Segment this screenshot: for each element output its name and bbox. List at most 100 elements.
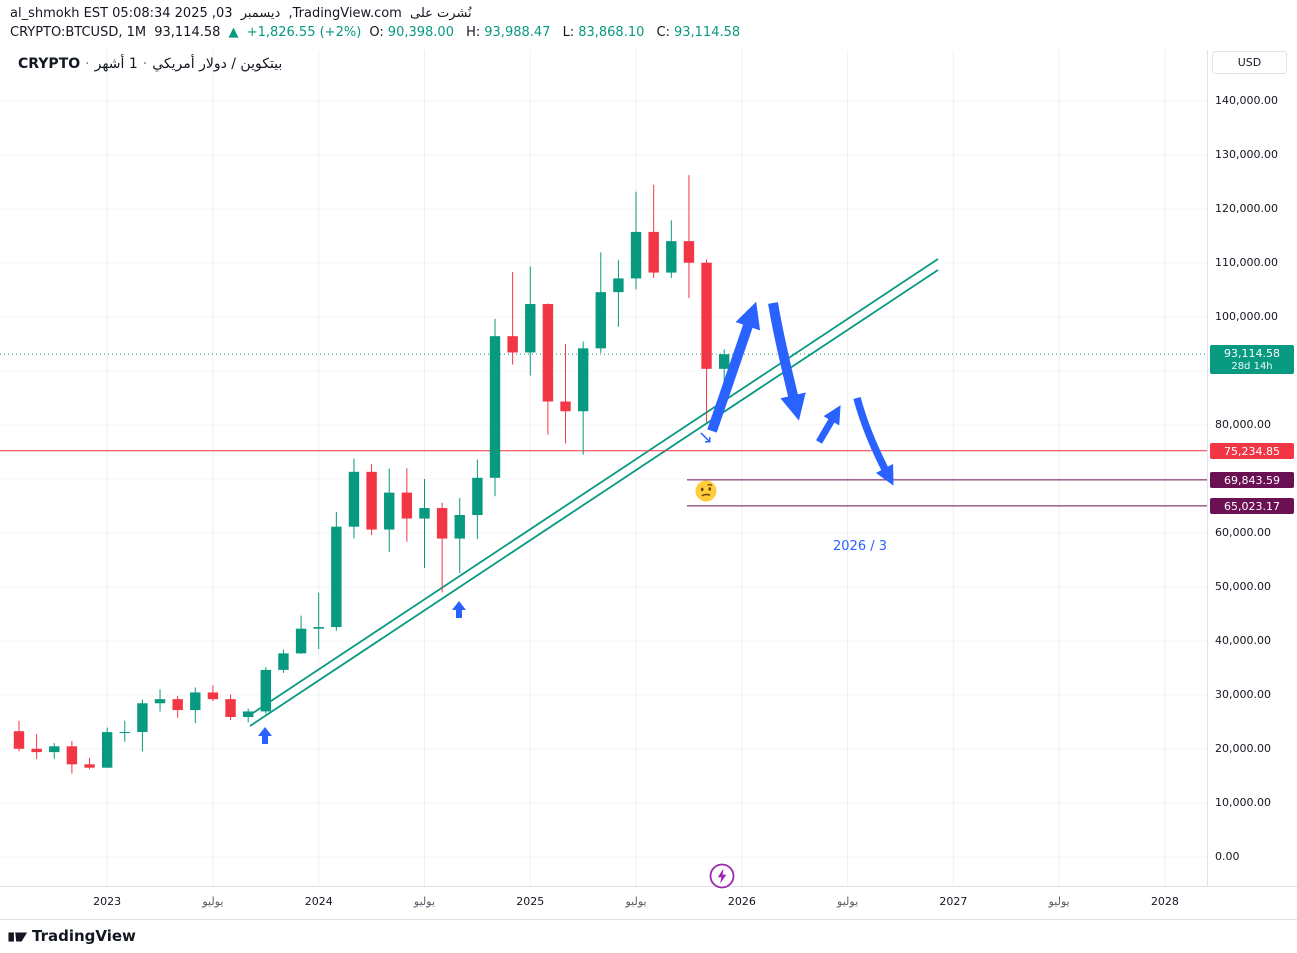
candle xyxy=(613,260,624,327)
note-text[interactable]: 2026 / 3 xyxy=(833,539,887,554)
candle xyxy=(295,615,307,654)
candle xyxy=(595,252,606,353)
bar-countdown: 28d 14h xyxy=(1231,361,1273,373)
candle xyxy=(701,259,712,423)
up-arrow-marker[interactable] xyxy=(452,601,466,618)
candle xyxy=(384,468,395,552)
price-axis-label: 20,000.00 xyxy=(1215,742,1271,755)
candle xyxy=(454,497,465,574)
candle xyxy=(242,708,254,723)
price-axis-label: 40,000.00 xyxy=(1215,634,1271,647)
price-line-badge: 75,234.85 xyxy=(1210,442,1294,459)
candle xyxy=(648,184,659,278)
candle xyxy=(190,687,201,724)
time-axis-label: يوليو xyxy=(837,895,859,908)
candle xyxy=(348,458,360,539)
candle xyxy=(419,479,430,569)
time-axis-label: 2025 xyxy=(516,895,545,908)
price-axis-label: 10,000.00 xyxy=(1215,796,1271,809)
up-arrow-marker[interactable] xyxy=(258,727,272,744)
time-axis-label: 2024 xyxy=(304,895,333,908)
price-line-value: 75,234.85 xyxy=(1224,444,1280,458)
trend-channel-line[interactable] xyxy=(249,269,939,727)
candle xyxy=(84,757,95,770)
open-value: 90,398.00 xyxy=(387,25,454,40)
current-price-badge: 93,114.58 28d 14h xyxy=(1210,345,1294,375)
time-axis-label: يوليو xyxy=(413,895,436,908)
symbol-name: CRYPTO:BTCUSD, 1M xyxy=(10,25,147,40)
thinking-emoji[interactable] xyxy=(695,480,717,502)
candle xyxy=(630,191,642,290)
exchange-name: CRYPTO xyxy=(18,56,81,72)
price-axis-label: 60,000.00 xyxy=(1215,526,1271,539)
time-axis-label: يوليو xyxy=(625,895,647,908)
candle xyxy=(154,689,166,712)
candle xyxy=(172,695,183,718)
surge-up-arrow[interactable] xyxy=(707,301,761,433)
candle xyxy=(542,303,554,435)
time-axis-label: يوليو xyxy=(202,895,224,908)
price-line-badge: 65,023.17 xyxy=(1210,497,1294,514)
candle xyxy=(49,743,60,759)
price-line-value: 69,843.59 xyxy=(1224,473,1280,487)
title-separator: · xyxy=(85,56,90,72)
time-axis-label: يوليو xyxy=(1048,895,1070,908)
publish-month: ديسمبر xyxy=(240,6,281,21)
candle xyxy=(13,720,25,752)
candle xyxy=(666,220,677,278)
tradingview-logo-icon[interactable] xyxy=(8,927,28,947)
tradingview-logo-text[interactable]: TradingView xyxy=(32,927,136,945)
lightning-icon[interactable] xyxy=(708,862,736,890)
price-line-badge: 69,843.59 xyxy=(1210,471,1294,488)
price-axis-label: 130,000.00 xyxy=(1215,148,1278,161)
candle xyxy=(525,266,536,376)
close-value: 93,114.58 xyxy=(673,25,741,40)
small-down-right-arrow[interactable]: ↘ xyxy=(698,427,713,448)
candle xyxy=(472,459,483,539)
candle xyxy=(207,685,219,702)
time-axis[interactable]: 2023 يوليو 2024 يوليو 2025 يوليو 2026 يوليو 2027… xyxy=(0,886,1297,920)
candle xyxy=(489,318,501,497)
candle xyxy=(331,511,342,631)
candle xyxy=(137,699,148,752)
candle xyxy=(101,727,113,768)
candle xyxy=(313,592,324,650)
price-axis-label: 120,000.00 xyxy=(1215,202,1278,215)
candle xyxy=(260,667,272,714)
title-separator2: · xyxy=(142,56,148,72)
price-axis-label: 140,000.00 xyxy=(1215,94,1278,107)
price-axis-label: 30,000.00 xyxy=(1215,688,1271,701)
time-axis-label: 2026 xyxy=(727,895,756,908)
drop-arrow-2[interactable] xyxy=(853,397,894,486)
price-axis-label: 100,000.00 xyxy=(1215,310,1278,323)
pair-name: بيتكوين / دولار أمريكي xyxy=(152,56,283,72)
candle xyxy=(560,344,571,444)
candle xyxy=(366,463,377,536)
published-on-label: نُشرت على xyxy=(410,6,472,21)
price-change: +1,826.55 (+2%) xyxy=(246,25,362,40)
trend-channel-line[interactable] xyxy=(249,258,939,716)
candle xyxy=(31,733,42,760)
publish-site: ,TradingView.com xyxy=(288,6,402,21)
symbol-title[interactable]: CRYPTO · 1 أشهر · بيتكوين / دولار أمريكي xyxy=(18,56,282,72)
header: al_shmokh EST 05:08:34 2025 ,03 ديسمبر ,… xyxy=(0,0,1297,50)
candle xyxy=(436,502,448,593)
currency-button[interactable]: USD xyxy=(1212,51,1287,74)
price-axis[interactable]: 140,000.00 130,000.00 120,000.00 110,000.00… xyxy=(1207,50,1297,886)
candle xyxy=(225,694,236,721)
close-label: C: 93,114.58 xyxy=(656,25,741,40)
price-axis-label: 50,000.00 xyxy=(1215,580,1271,593)
drop-arrow-1[interactable] xyxy=(768,302,806,421)
price-axis-label: 110,000.00 xyxy=(1215,256,1278,269)
interval-label: 1 أشهر xyxy=(94,56,138,72)
time-axis-label: 2028 xyxy=(1150,895,1179,908)
time-axis-label: 2027 xyxy=(939,895,968,908)
current-price-value: 93,114.58 xyxy=(1224,347,1280,361)
candle xyxy=(683,175,695,299)
author-and-time: al_shmokh EST 05:08:34 2025 ,03 xyxy=(10,6,233,21)
candle xyxy=(66,741,78,774)
price-line-value: 65,023.17 xyxy=(1224,499,1280,513)
bounce-up-arrow[interactable] xyxy=(815,405,841,444)
low-value: 83,868.10 xyxy=(578,25,645,40)
